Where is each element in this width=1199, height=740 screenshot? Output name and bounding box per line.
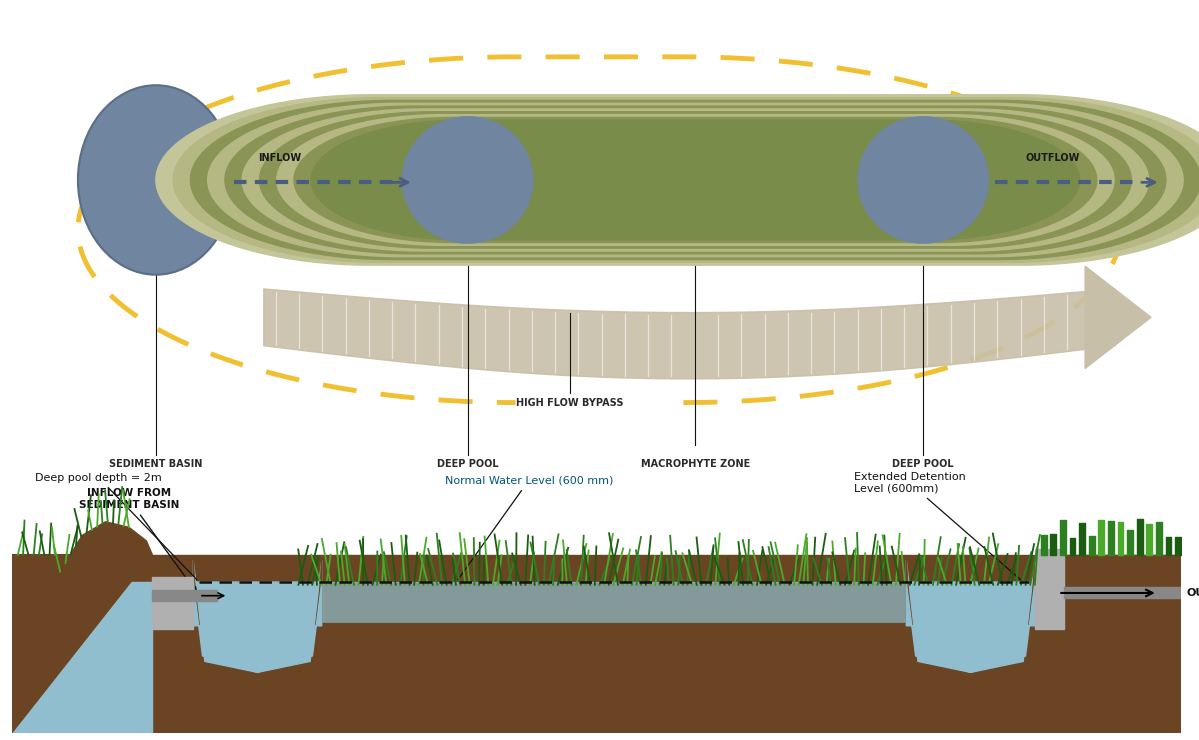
Text: INFLOW: INFLOW <box>258 153 301 164</box>
Polygon shape <box>321 623 906 733</box>
Text: MACROPHYTE ZONE: MACROPHYTE ZONE <box>640 460 751 469</box>
Ellipse shape <box>857 116 989 244</box>
Polygon shape <box>321 582 906 623</box>
Polygon shape <box>242 109 1149 251</box>
Polygon shape <box>1035 555 1181 733</box>
Polygon shape <box>294 118 1097 243</box>
Polygon shape <box>277 115 1114 246</box>
Text: SEDIMENT BASIN: SEDIMENT BASIN <box>109 460 203 469</box>
Polygon shape <box>193 557 321 733</box>
Text: Extended Detention
Level (600mm): Extended Detention Level (600mm) <box>854 472 1022 580</box>
Polygon shape <box>173 98 1199 263</box>
Text: DEEP POOL: DEEP POOL <box>892 460 954 469</box>
Polygon shape <box>152 576 193 628</box>
Ellipse shape <box>402 116 534 244</box>
Text: OUTFLOW: OUTFLOW <box>1187 588 1199 598</box>
Text: HIGH FLOW BYPASS: HIGH FLOW BYPASS <box>516 398 623 408</box>
Polygon shape <box>193 560 321 673</box>
Polygon shape <box>191 101 1199 260</box>
Ellipse shape <box>78 85 234 275</box>
Polygon shape <box>906 557 1035 733</box>
Polygon shape <box>193 582 321 673</box>
Text: DEEP POOL: DEEP POOL <box>436 460 499 469</box>
Polygon shape <box>312 121 1079 240</box>
Polygon shape <box>12 582 152 733</box>
Polygon shape <box>1035 549 1065 628</box>
Polygon shape <box>906 560 1035 673</box>
Polygon shape <box>12 522 152 733</box>
Polygon shape <box>152 591 217 601</box>
Polygon shape <box>906 582 1035 673</box>
Polygon shape <box>1085 266 1151 369</box>
Polygon shape <box>312 121 1079 240</box>
Text: Normal Water Level (600 mm): Normal Water Level (600 mm) <box>445 475 613 579</box>
Polygon shape <box>156 95 1199 265</box>
Polygon shape <box>259 112 1132 248</box>
Polygon shape <box>225 106 1165 254</box>
Polygon shape <box>1065 588 1181 599</box>
Text: INFLOW FROM
SEDIMENT BASIN: INFLOW FROM SEDIMENT BASIN <box>79 488 197 592</box>
Polygon shape <box>12 555 1181 733</box>
Text: OUTFLOW: OUTFLOW <box>1025 153 1079 164</box>
Text: Deep pool depth = 2m: Deep pool depth = 2m <box>36 473 197 580</box>
Polygon shape <box>264 289 1115 379</box>
Polygon shape <box>207 104 1183 257</box>
